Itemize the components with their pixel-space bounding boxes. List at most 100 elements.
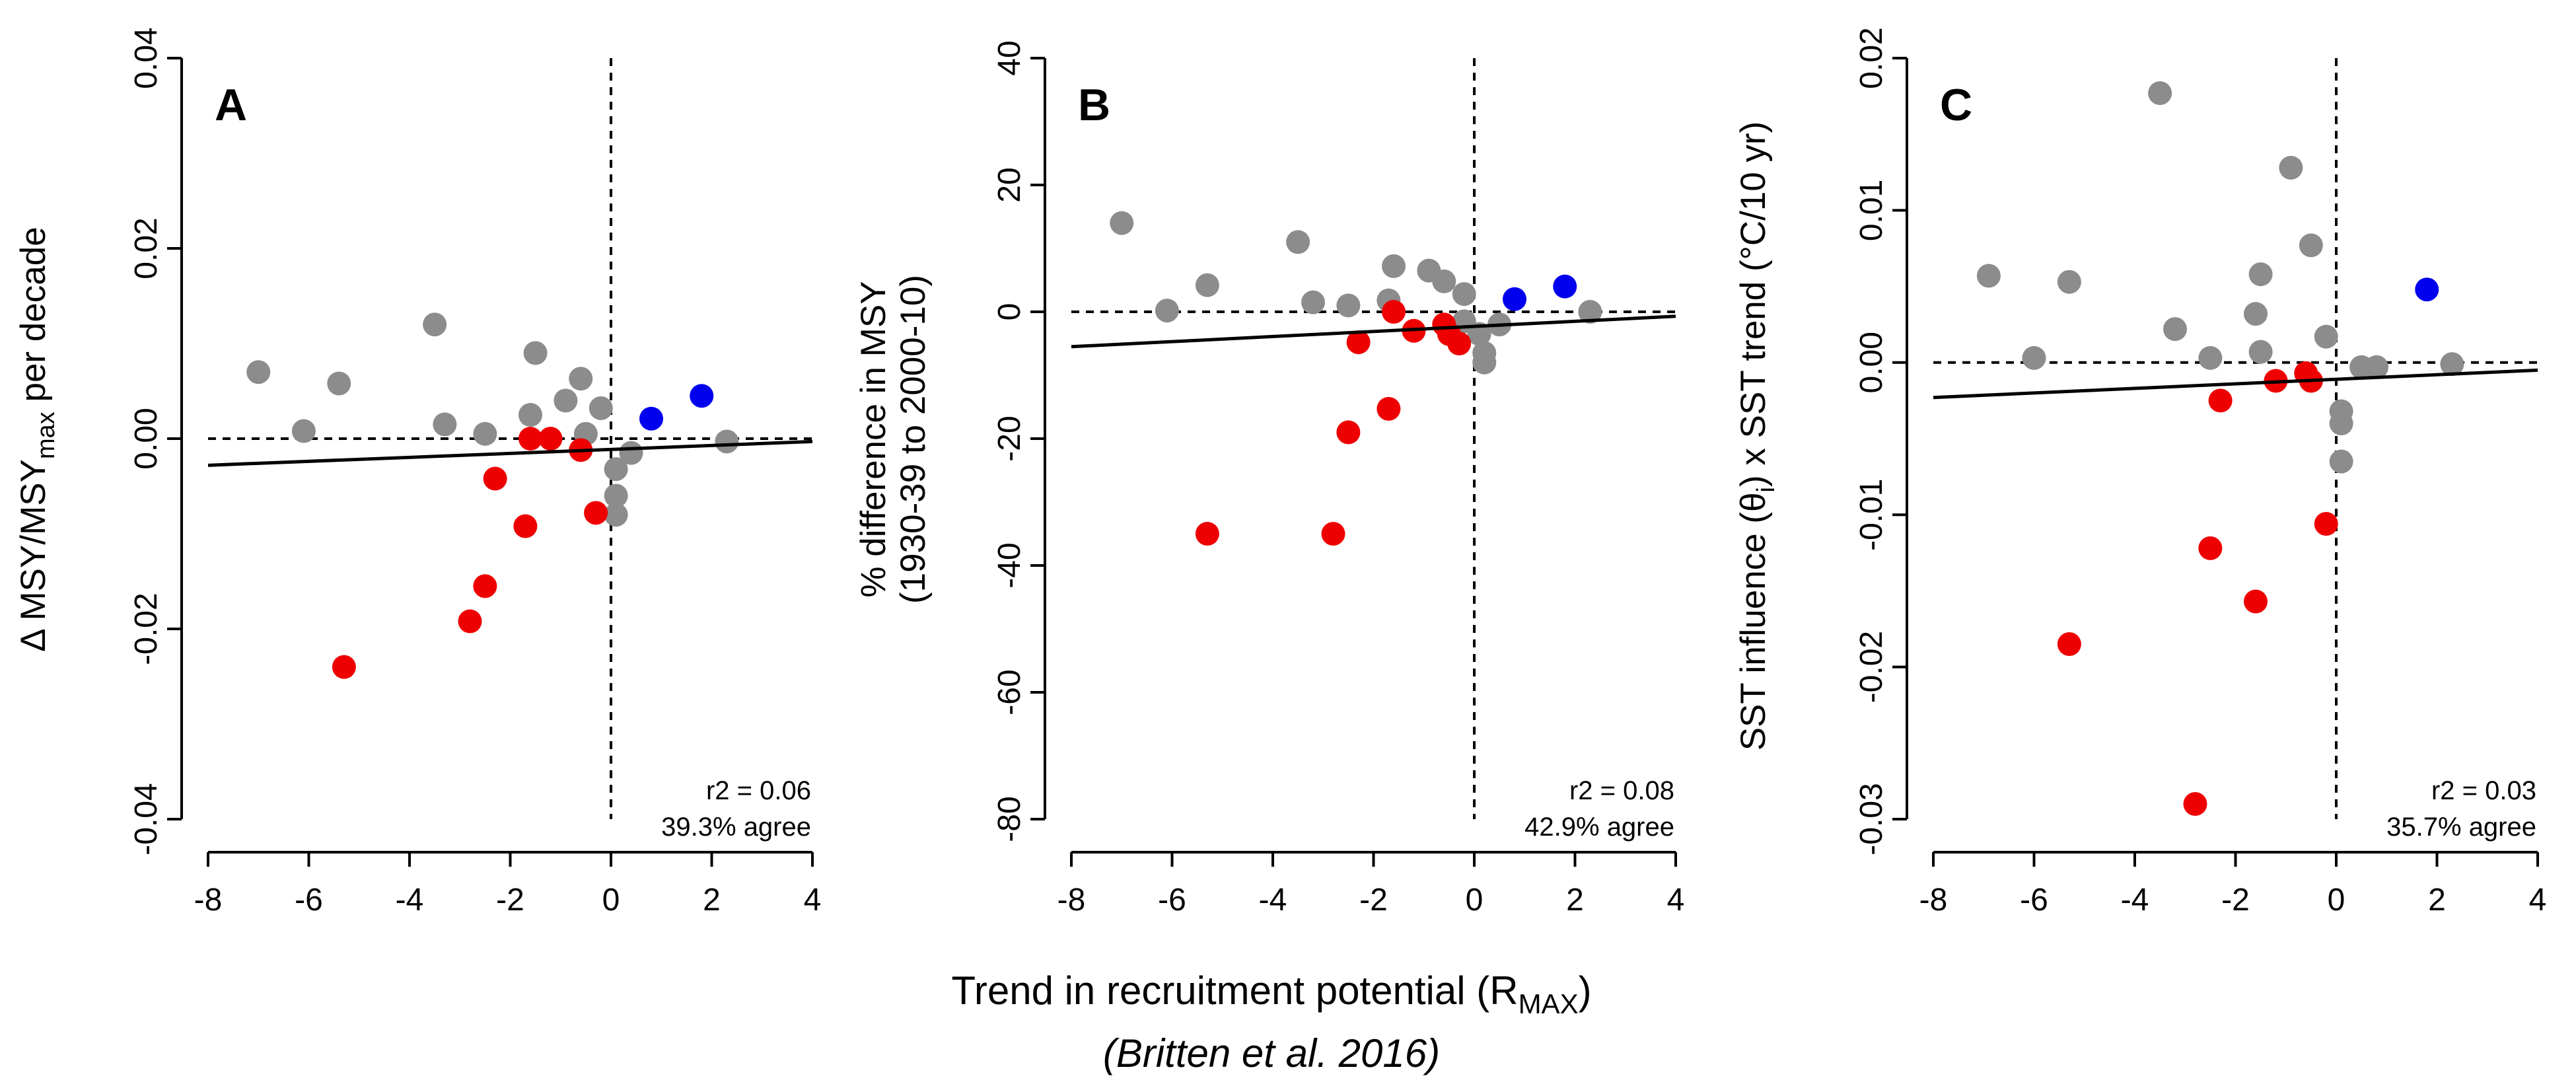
panel-c-point-red — [2057, 632, 2081, 657]
panel-a-point-red — [483, 466, 507, 491]
panel-c-x-tick-label: -4 — [2121, 883, 2149, 918]
panel-a-y-axis-title: Δ MSY/MSYmax per decade — [14, 227, 60, 651]
panel-c-point-red — [2198, 536, 2223, 560]
panel-b-point-grey — [1110, 211, 1134, 235]
panel-c-agree: 35.7% agree — [2386, 813, 2536, 842]
panel-b-y-tick-label: 40 — [992, 40, 1027, 75]
panel-a-x-tick-label: 2 — [703, 883, 721, 918]
x-axis-title-sub: MAX — [1519, 988, 1579, 1019]
panel-a-y-tick-label: 0.04 — [129, 27, 164, 89]
panel-c-point-grey — [2022, 345, 2046, 370]
panel-c-fit-line — [1933, 368, 2538, 400]
panel-b-x-tick-label: -2 — [1359, 883, 1388, 918]
svg-text:Δ MSY/MSYmax per decade: Δ MSY/MSYmax per decade — [14, 227, 60, 651]
panel-a-point-grey — [519, 403, 542, 427]
panel-b-y-tick-label: 0 — [992, 303, 1027, 321]
x-axis-title: Trend in recruitment potential (RMAX) — [951, 968, 1591, 1019]
panel-c-point-red — [2314, 512, 2338, 536]
panel-b-point-grey — [1578, 300, 1602, 324]
panel-c-r2: r2 = 0.03 — [2431, 776, 2536, 805]
panel-b-point-grey — [1195, 273, 1219, 297]
panel-b-point-grey — [1432, 269, 1456, 293]
panel-c-y-tick-label: 0.01 — [1854, 180, 1889, 241]
panel-c-point-grey — [2440, 352, 2464, 377]
panel-b: % difference in MSY(1930-39 to 2000-10) … — [854, 40, 1684, 918]
x-axis-title-main: Trend in recruitment potential (R — [951, 968, 1518, 1013]
panel-c-y-tick-label: -0.02 — [1854, 631, 1889, 703]
panel-a-point-grey — [604, 503, 628, 527]
panel-b-point-red — [1447, 332, 1472, 355]
panel-b-point-red — [1321, 522, 1345, 546]
panel-c-point-red — [2208, 388, 2233, 413]
panel-a-x-tick-label: 4 — [804, 883, 822, 918]
panel-b-x-tick-label: 0 — [1466, 883, 1484, 918]
panel-a-x-tick-label: 0 — [602, 883, 620, 918]
panel-a-point-grey — [473, 421, 497, 446]
panel-c-y-tick-label: -0.03 — [1854, 783, 1889, 855]
panel-a-fit-line — [207, 439, 813, 467]
panel-c-point-grey — [2279, 155, 2303, 180]
panel-c-point-grey — [2244, 302, 2268, 326]
panel-a-ylabel-end: per decade — [14, 227, 53, 412]
panel-c-x-tick-label: -6 — [2020, 883, 2048, 918]
panel-a: Δ MSY/MSYmax per decade A r2 = 0.06 39.3… — [14, 27, 821, 918]
panel-b-point-red — [1346, 330, 1371, 355]
panel-a-point-grey — [715, 429, 739, 454]
svg-text:SST influence (θi) x SST trend: SST influence (θi) x SST trend (°C/10 yr… — [1734, 122, 1780, 751]
panel-b-x-tick-label: 4 — [1667, 883, 1685, 918]
panel-b-ylabel-line2: (1930-39 to 2000-10) — [894, 275, 933, 604]
panel-c-point-grey — [2057, 270, 2081, 294]
panel-a-x-tick-label: -6 — [295, 883, 323, 918]
panel-a-point-red — [458, 609, 482, 634]
panel-b-y-tick-label: -60 — [992, 669, 1027, 715]
panel-c-y-axis-title: SST influence (θi) x SST trend (°C/10 yr… — [1734, 122, 1780, 751]
panel-c-point-grey — [2365, 355, 2388, 379]
panel-c-x-tick-label: 2 — [2428, 883, 2446, 918]
panel-a-x-tick-label: -2 — [496, 883, 524, 918]
panel-b-x-tick-label: -6 — [1158, 883, 1186, 918]
panel-c-x-tick-label: 4 — [2529, 883, 2547, 918]
panel-c: SST influence (θi) x SST trend (°C/10 yr… — [1734, 27, 2546, 918]
panel-c-x-tick-label: 0 — [2328, 883, 2345, 918]
panel-b-point-blue — [1503, 287, 1526, 311]
panel-c-point-grey — [2299, 233, 2323, 258]
panel-b-ylabel-line1: % difference in MSY — [854, 281, 893, 597]
panel-a-point-grey — [604, 484, 628, 508]
panel-b-y-tick-label: 20 — [992, 167, 1027, 202]
panel-a-point-red — [332, 655, 356, 679]
panel-c-ylabel-post: ) x SST trend (°C/10 yr) — [1734, 122, 1773, 487]
panel-a-point-grey — [291, 419, 316, 443]
panel-c-point-grey — [2163, 317, 2187, 342]
panel-a-point-grey — [569, 367, 593, 391]
panel-c-point-grey — [2314, 324, 2338, 349]
panel-a-x-tick-label: -8 — [194, 883, 223, 918]
panel-a-point-red — [538, 427, 563, 451]
panel-b-x-tick-label: -8 — [1057, 883, 1086, 918]
panel-c-ylabel-pre: SST influence (θ — [1734, 492, 1773, 750]
panel-a-agree: 39.3% agree — [661, 813, 811, 842]
panel-b-point-blue — [1553, 274, 1577, 299]
panel-a-point-blue — [639, 406, 663, 431]
panel-a-y-tick-label: 0.00 — [129, 408, 164, 469]
panel-a-point-grey — [523, 341, 548, 365]
panel-b-y-axis-title: % difference in MSY(1930-39 to 2000-10) — [854, 275, 933, 604]
panel-a-letter: A — [215, 80, 247, 130]
panel-b-point-red — [1336, 420, 1361, 445]
panel-a-point-grey — [433, 412, 457, 437]
panel-a-point-blue — [690, 384, 714, 408]
panel-b-x-tick-label: -4 — [1259, 883, 1287, 918]
panel-a-point-grey — [604, 457, 628, 482]
panel-b-point-grey — [1382, 254, 1406, 278]
panel-a-point-grey — [619, 441, 643, 465]
panel-c-point-grey — [2329, 449, 2353, 474]
panel-b-r2: r2 = 0.08 — [1569, 776, 1674, 805]
panel-b-point-grey — [1155, 299, 1179, 323]
panel-b-y-tick-label: -80 — [992, 796, 1027, 842]
panel-c-point-blue — [2415, 277, 2439, 302]
svg-text:% difference in MSY(1930-39 to: % difference in MSY(1930-39 to 2000-10) — [854, 275, 933, 604]
panel-b-point-grey — [1301, 290, 1325, 314]
panel-c-y-tick-label: -0.01 — [1854, 478, 1889, 550]
panel-c-point-red — [2183, 791, 2207, 816]
panel-c-y-tick-label: 0.00 — [1854, 332, 1889, 393]
